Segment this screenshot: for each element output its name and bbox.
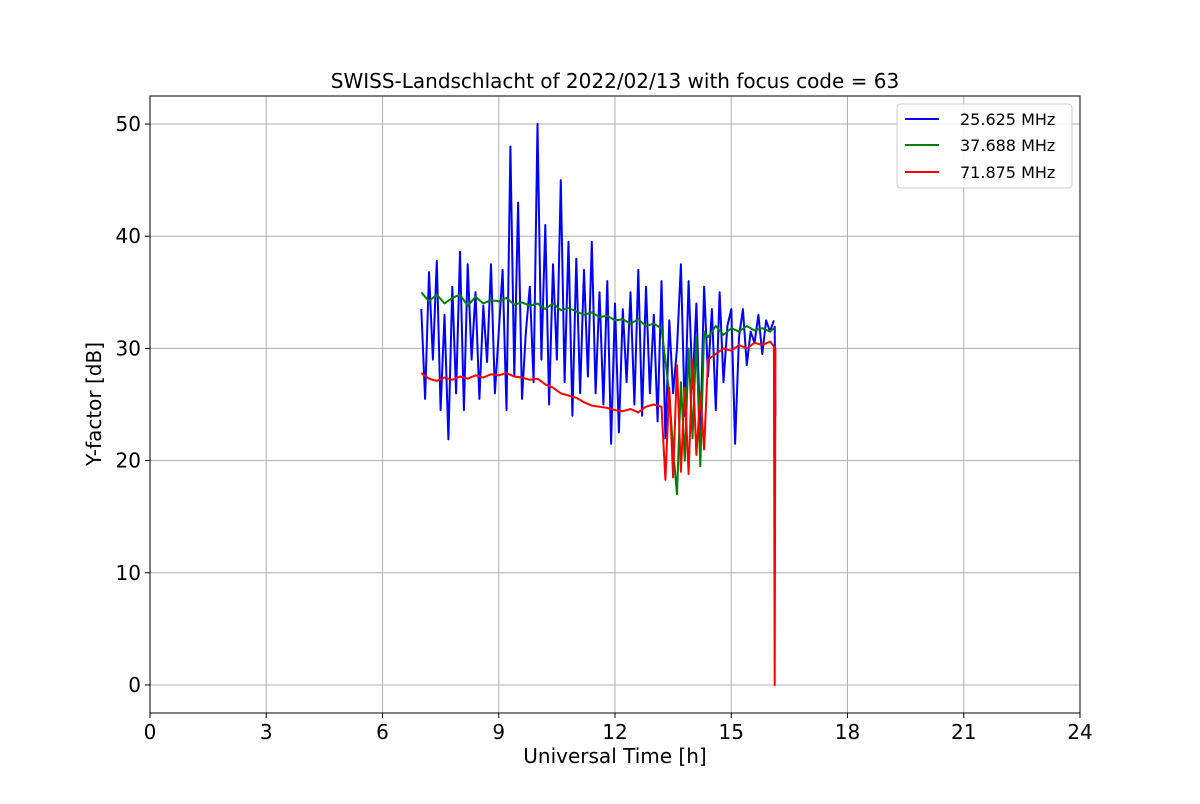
series-line-37-688-mhz	[420, 291, 775, 496]
x-tick-label: 21	[951, 720, 976, 744]
series-line-71-875-mhz	[420, 340, 777, 686]
ticks: 0 3 6 9 12 15 18 21 24 0 10 20 30 40 50	[116, 112, 1093, 744]
y-tick-label: 50	[116, 112, 141, 136]
legend-label-25-625: 25.625 MHz	[960, 110, 1055, 129]
x-tick-label: 15	[719, 720, 744, 744]
series-layer	[420, 123, 777, 686]
legend-box	[896, 103, 1073, 189]
y-tick-label: 30	[116, 336, 141, 360]
series-line-25-625-mhz	[420, 123, 775, 445]
y-tick-label: 40	[116, 224, 141, 248]
x-tick-label: 12	[602, 720, 627, 744]
x-tick-label: 3	[260, 720, 273, 744]
x-tick-label: 0	[144, 720, 157, 744]
y-tick-label: 20	[116, 449, 141, 473]
x-tick-label: 6	[376, 720, 389, 744]
legend-label-71-875: 71.875 MHz	[960, 163, 1055, 182]
y-tick-label: 0	[128, 673, 141, 697]
legend: 25.625 MHz 37.688 MHz 71.875 MHz	[896, 103, 1073, 189]
y-axis-label: Y-factor [dB]	[82, 342, 106, 467]
y-tick-label: 10	[116, 561, 141, 585]
x-tick-label: 24	[1067, 720, 1092, 744]
x-axis-label: Universal Time [h]	[523, 744, 706, 768]
x-tick-label: 18	[835, 720, 860, 744]
legend-label-37-688: 37.688 MHz	[960, 136, 1055, 155]
chart-title: SWISS-Landschlacht of 2022/02/13 with fo…	[331, 69, 899, 93]
x-tick-label: 9	[492, 720, 505, 744]
